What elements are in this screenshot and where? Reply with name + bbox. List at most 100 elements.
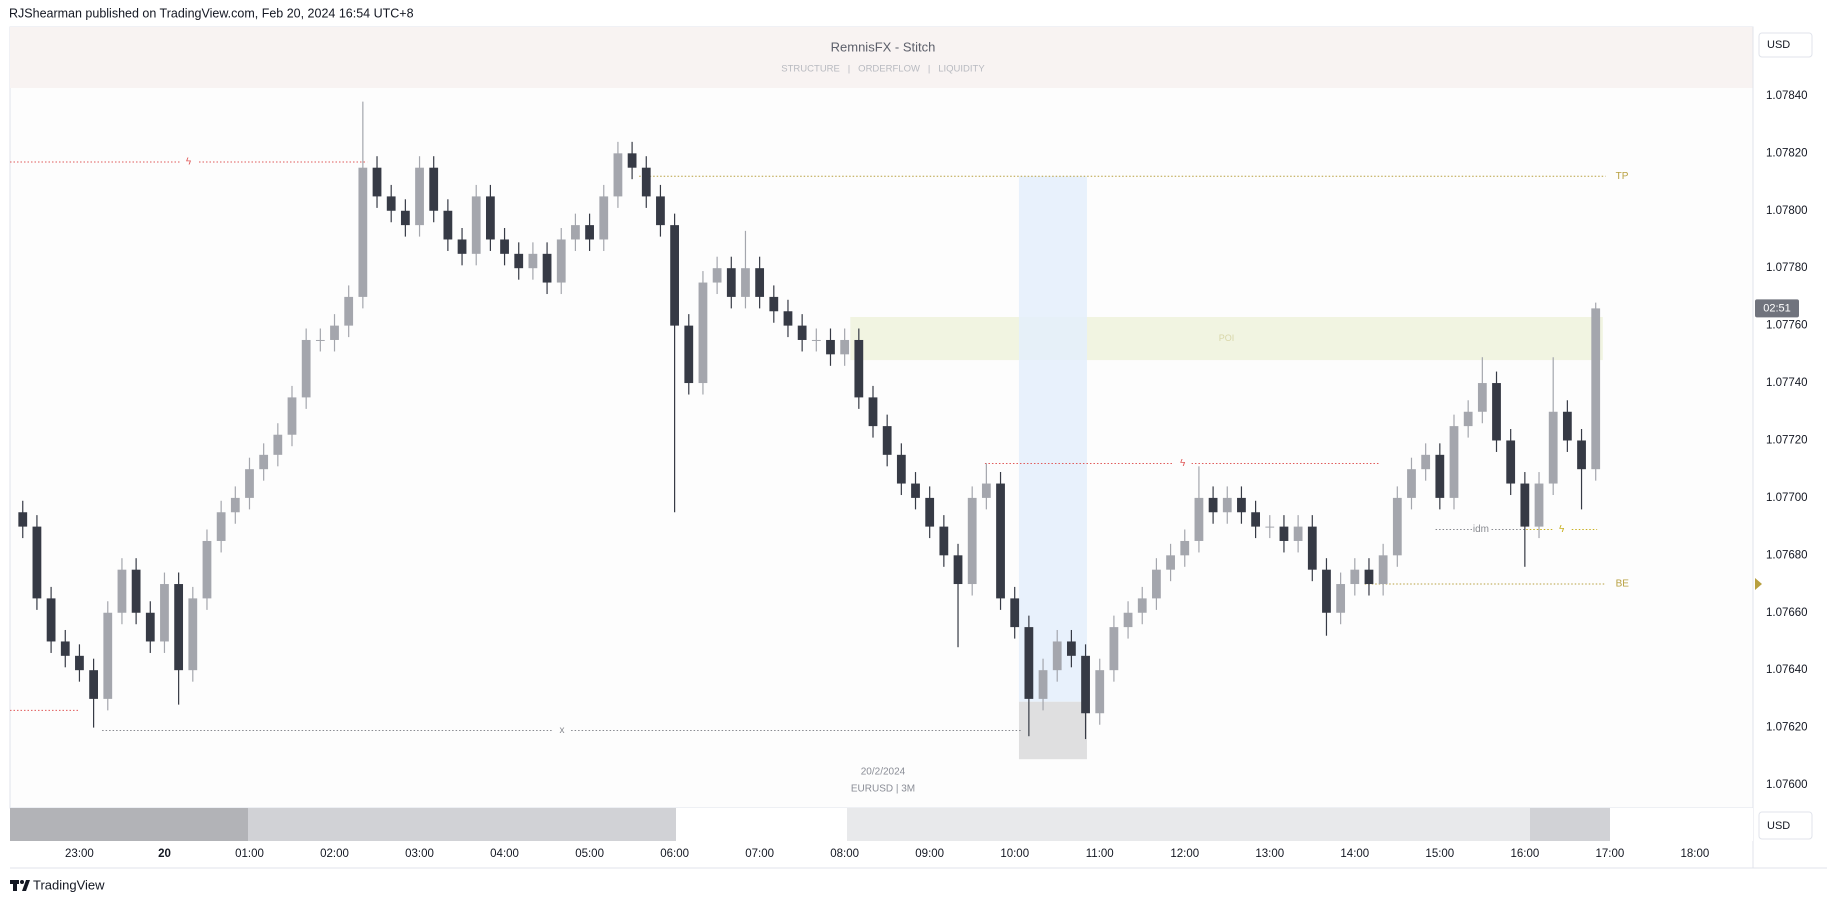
candle-body: [882, 426, 892, 455]
y-tick-label: 1.07820: [1766, 147, 1808, 159]
candle-body: [641, 167, 651, 197]
navigator-segment: [10, 808, 248, 841]
candle-body: [1081, 655, 1090, 714]
candle-body: [1520, 483, 1530, 527]
x-tick-label: 06:00: [660, 848, 689, 860]
x-tick-label: 13:00: [1255, 848, 1284, 860]
candle-body: [514, 253, 524, 269]
candle-body: [1506, 440, 1516, 484]
candle-body: [216, 512, 226, 541]
candle-body: [542, 253, 552, 283]
indicator-title: RemnisFX - Stitch: [831, 39, 936, 54]
candle-body: [46, 598, 56, 642]
candle-body: [315, 339, 325, 341]
x-tick-label: 03:00: [405, 848, 434, 860]
candle-body: [571, 225, 580, 240]
candle-body: [1066, 641, 1076, 656]
y-tick-label: 1.07700: [1766, 492, 1808, 504]
navigator-segment: [248, 808, 676, 841]
candle-body: [1350, 569, 1360, 585]
candle-body: [1279, 526, 1289, 541]
candle-body: [443, 210, 453, 240]
candle-body: [1109, 627, 1119, 671]
candle-body: [1208, 497, 1218, 513]
countdown-box: [1755, 299, 1799, 318]
candle-body: [1038, 670, 1048, 699]
currency-label[interactable]: USD: [1767, 39, 1790, 51]
candle-body: [1562, 411, 1572, 441]
x-tick-label: 18:00: [1681, 848, 1710, 860]
candle-body: [1180, 540, 1190, 556]
currency-button[interactable]: [1758, 32, 1813, 58]
candle-body: [1435, 454, 1445, 498]
candle-body: [1095, 670, 1105, 714]
currency-label[interactable]: USD: [1767, 820, 1790, 832]
candle-body: [1237, 497, 1246, 513]
indicator-subtitle: STRUCTURE | ORDERFLOW | LIQUIDITY: [781, 64, 985, 75]
y-tick-label: 1.07600: [1766, 779, 1808, 791]
currency-button[interactable]: [1758, 811, 1813, 840]
candle-body: [245, 469, 254, 498]
candle-body: [613, 153, 623, 197]
candle-body: [457, 239, 467, 254]
candle-body: [939, 526, 949, 556]
x-tick-label: 11:00: [1086, 848, 1114, 860]
candle-body: [556, 239, 566, 283]
y-tick-label: 1.07620: [1766, 722, 1808, 734]
date-label: 20/2/2024: [861, 767, 906, 778]
candle-body: [471, 196, 481, 254]
candle-body: [698, 282, 708, 384]
candle-body: [599, 196, 609, 240]
candle-body: [202, 540, 212, 599]
candle-body: [868, 397, 878, 427]
level-label-bg: [1471, 523, 1490, 536]
candle-body: [415, 167, 424, 226]
candle-body: [840, 339, 850, 355]
candle-body: [1251, 512, 1261, 527]
candle-body: [811, 339, 821, 341]
candle-body: [1010, 598, 1020, 628]
candle-body: [301, 339, 311, 398]
candle-body: [684, 325, 694, 384]
candle-body: [188, 598, 198, 671]
candle-body: [670, 225, 680, 326]
level-label-bg: [179, 155, 198, 168]
candle-body: [1293, 526, 1303, 541]
candle-body: [1378, 555, 1388, 585]
candle-body: [1137, 598, 1147, 613]
candle-body: [1392, 497, 1402, 556]
candle-body: [769, 296, 779, 312]
level-label: x: [559, 725, 564, 736]
brand-name: TradingView: [33, 877, 105, 892]
x-tick-label: 04:00: [490, 848, 519, 860]
candle-body: [259, 454, 269, 470]
y-tick-label: 1.07680: [1766, 549, 1808, 561]
x-tick-label: 02:00: [320, 848, 349, 860]
candle-body: [358, 167, 368, 297]
candle-body: [174, 584, 184, 671]
x-tick-label: 23:00: [65, 848, 94, 860]
candle-body: [117, 569, 127, 613]
candle-body: [981, 483, 991, 498]
y-tick-label: 1.07840: [1766, 90, 1808, 102]
level-label: ϟ: [186, 157, 192, 168]
indicator-banner: [10, 27, 1753, 88]
x-tick-label: 17:00: [1595, 848, 1624, 860]
candle-body: [485, 196, 495, 240]
x-tick-label: 08:00: [830, 848, 859, 860]
candle-body: [1322, 569, 1331, 613]
symbol-label: EURUSD | 3M: [851, 784, 915, 795]
candle-body: [75, 655, 84, 671]
candle-body: [18, 512, 28, 527]
x-tick-label: 20: [158, 848, 171, 860]
candle-body: [1449, 426, 1459, 498]
y-tick-label: 1.07640: [1766, 664, 1808, 676]
y-tick-label: 1.07660: [1766, 607, 1808, 619]
zone: [1018, 701, 1087, 760]
level-label: ϟ: [1559, 524, 1565, 535]
zone: [850, 317, 1603, 361]
candle-body: [896, 454, 906, 484]
navigator-segment: [847, 808, 1530, 841]
